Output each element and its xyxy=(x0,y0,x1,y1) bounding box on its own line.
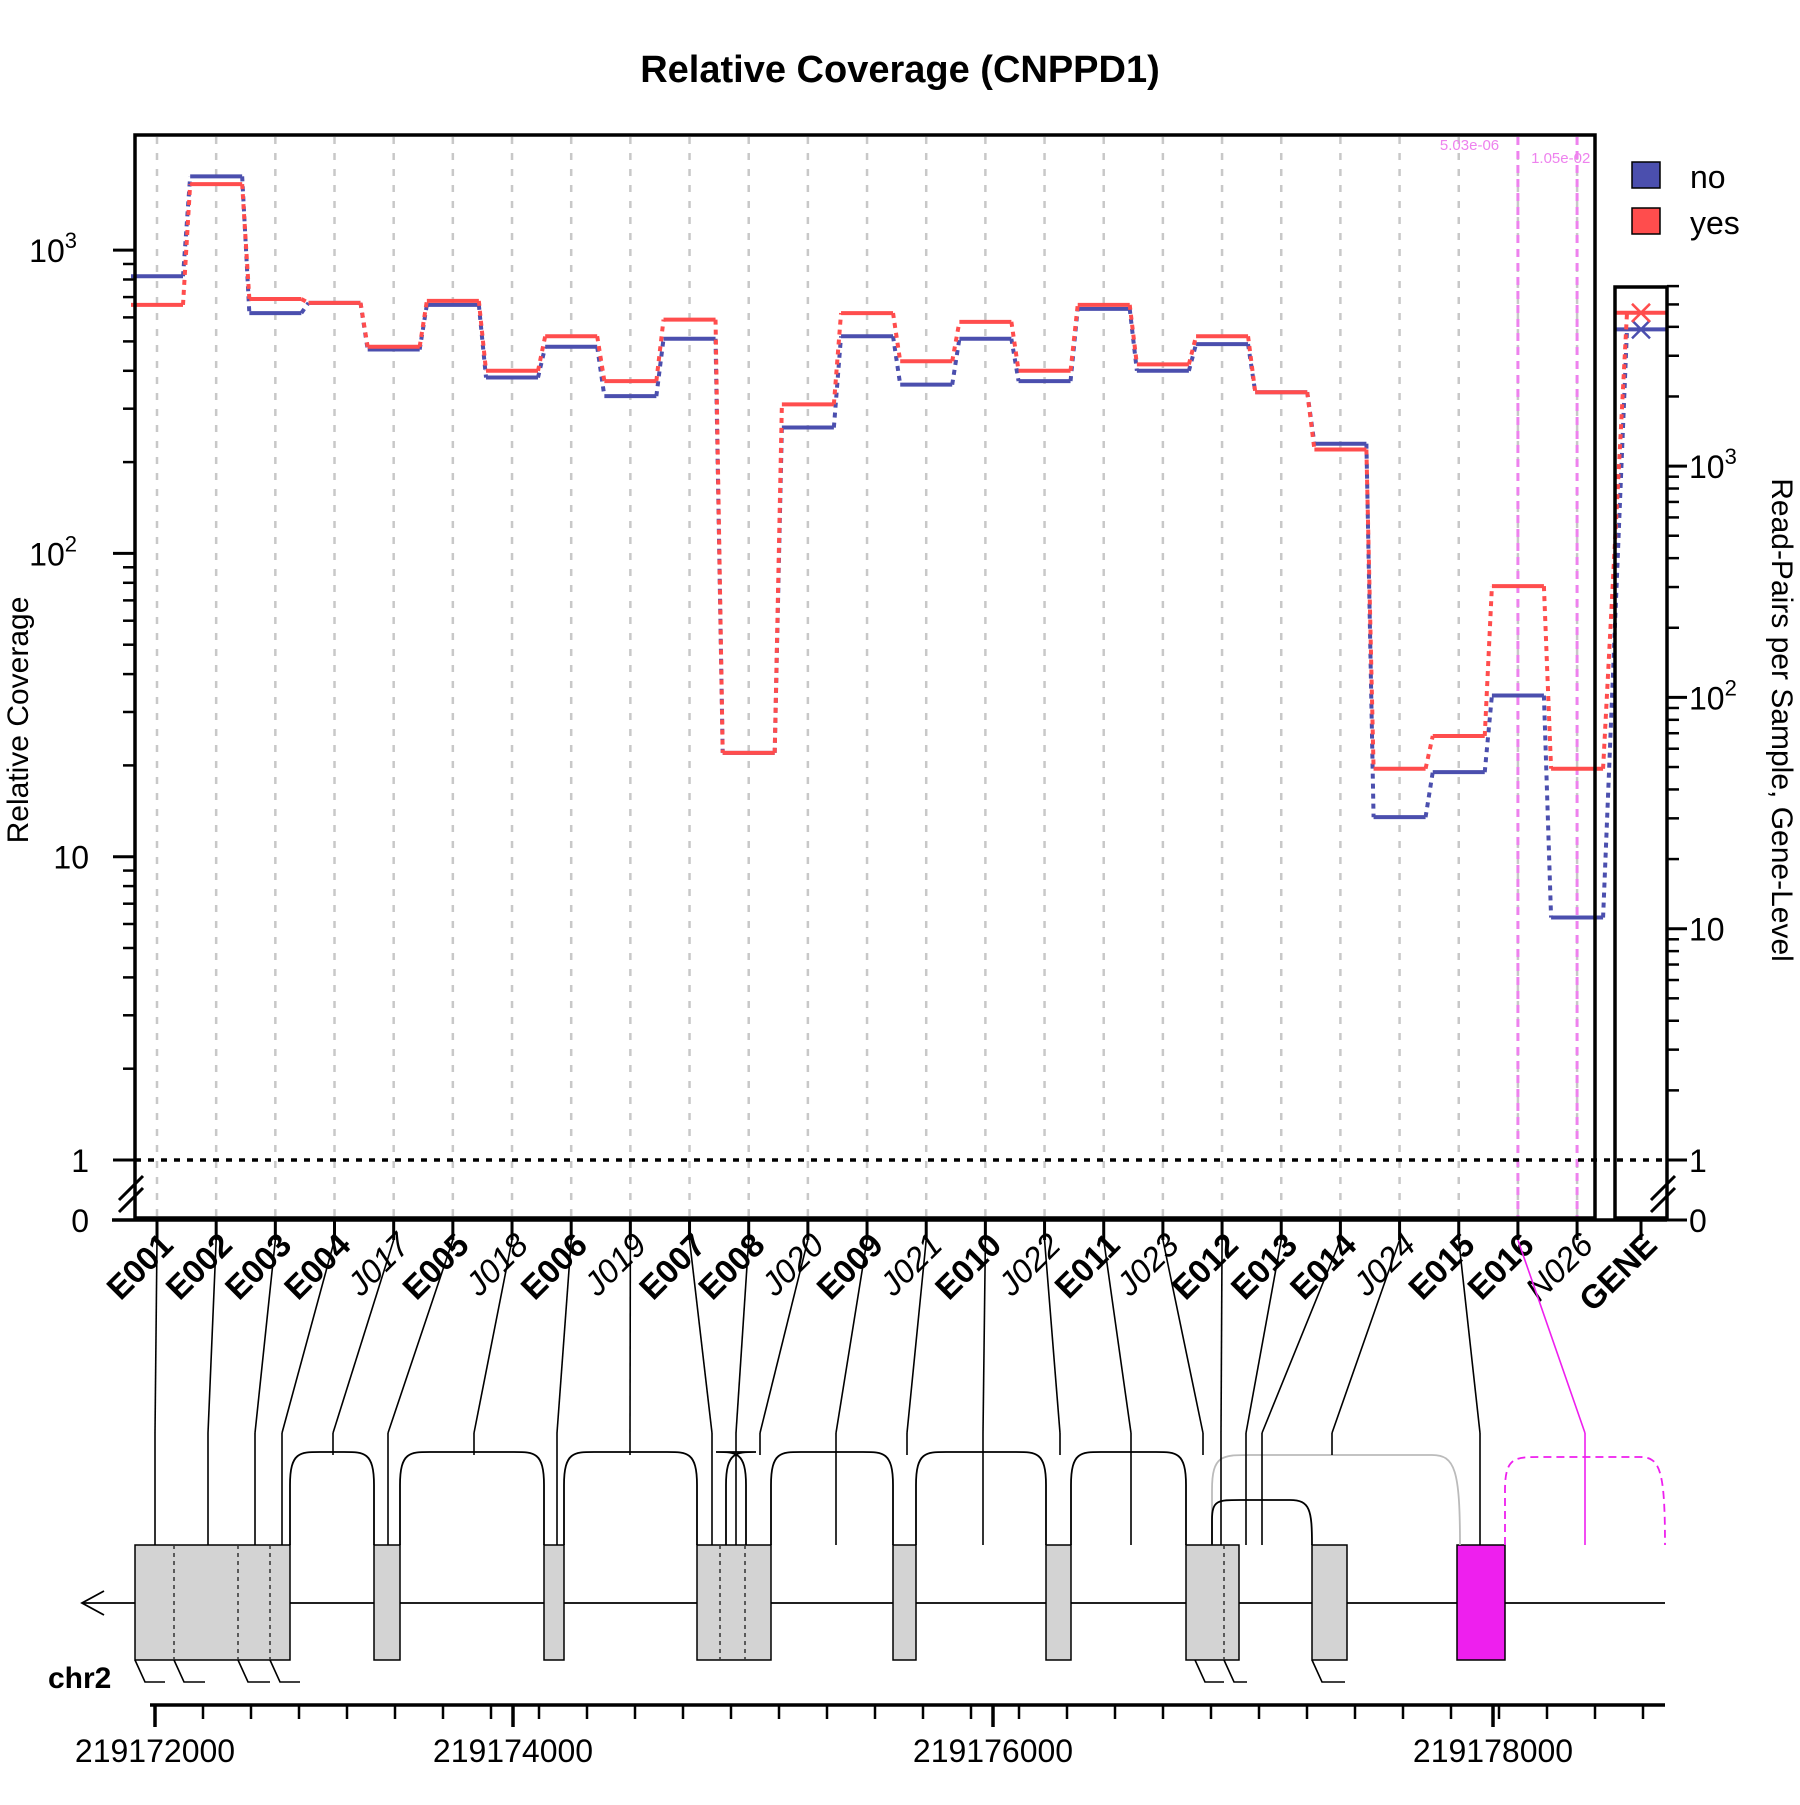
exon-end-marker xyxy=(1224,1660,1247,1682)
exon-block xyxy=(893,1545,916,1660)
feature-label-layer: E001E002E003E004J017E005J018E006J019E007… xyxy=(99,1225,1664,1318)
series-layer xyxy=(131,176,1667,917)
junction-arc xyxy=(1071,1452,1186,1545)
plot-frame xyxy=(135,135,1595,1218)
legend-swatch-no xyxy=(1632,162,1660,188)
junction-arc xyxy=(916,1452,1046,1545)
series-connector-no xyxy=(1426,772,1433,817)
legend-swatch-yes xyxy=(1632,208,1660,234)
y2-tick-label: 10 xyxy=(1689,912,1725,948)
exon-block xyxy=(1046,1545,1071,1660)
feature-label: E006 xyxy=(513,1226,594,1307)
legend-label-yes: yes xyxy=(1690,205,1740,241)
series-connector-no xyxy=(952,339,959,385)
feature-label: J021 xyxy=(872,1226,949,1303)
y2-tick-label: 102 xyxy=(1689,675,1737,716)
y2-tick-exponent: 2 xyxy=(1725,675,1737,700)
feature-label: E001 xyxy=(99,1226,180,1307)
junction-arc xyxy=(771,1452,893,1545)
feature-label: E007 xyxy=(632,1226,713,1307)
y-tick-label: 10 xyxy=(53,840,89,876)
exon-block-highlight xyxy=(1457,1545,1505,1660)
y-tick-label: 1 xyxy=(71,1143,89,1179)
feature-label: E010 xyxy=(928,1226,1009,1307)
exon-end-marker xyxy=(1195,1660,1224,1682)
feature-label: E011 xyxy=(1047,1226,1126,1305)
gene-model-layer: 219172000 219174000 219176000 219178000 xyxy=(75,1240,1665,1769)
y2-tick-label: 103 xyxy=(1689,444,1737,485)
genome-tick-label: 219172000 xyxy=(75,1733,235,1769)
significance-pvalue: 1.05e-02 xyxy=(1531,150,1590,167)
junction-arc xyxy=(290,1452,374,1545)
chart-title: Relative Coverage (CNPPD1) xyxy=(640,49,1160,91)
feature-label: J019 xyxy=(576,1226,653,1303)
chromosome-label: chr2 xyxy=(48,1662,111,1695)
feature-label: E013 xyxy=(1224,1226,1305,1307)
exon-end-marker xyxy=(1312,1660,1345,1682)
series-connector-yes xyxy=(361,303,368,347)
exon-block xyxy=(544,1545,564,1660)
series-connector-no xyxy=(301,303,308,313)
exon-block xyxy=(1186,1545,1239,1660)
y2-tick-label: 1 xyxy=(1689,1143,1707,1179)
feature-label: E008 xyxy=(691,1226,772,1307)
feature-label: E004 xyxy=(277,1225,358,1306)
feature-label: E009 xyxy=(809,1226,890,1307)
feature-connector xyxy=(1221,1240,1222,1433)
y-tick-label: 103 xyxy=(29,228,77,269)
exon-end-marker xyxy=(238,1660,270,1682)
y-tick-label: 0 xyxy=(71,1203,89,1239)
exon-block xyxy=(697,1545,771,1660)
feature-label: E003 xyxy=(218,1226,299,1307)
series-connector-yes xyxy=(775,404,782,752)
exon-end-marker xyxy=(270,1660,300,1682)
feature-label: J022 xyxy=(990,1226,1067,1303)
feature-label: E014 xyxy=(1283,1225,1364,1306)
y2-tick-exponent: 3 xyxy=(1725,444,1737,469)
genome-tick-label: 219178000 xyxy=(1413,1733,1573,1769)
feature-label: J024 xyxy=(1345,1226,1422,1303)
feature-label: E005 xyxy=(395,1226,476,1307)
legend-label-no: no xyxy=(1690,159,1726,195)
series-connector-no xyxy=(1189,344,1196,371)
y-tick-label: 102 xyxy=(29,531,77,572)
y-axis-label: Relative Coverage xyxy=(2,597,35,844)
genome-tick-label: 219176000 xyxy=(913,1733,1073,1769)
grid-layer: 5.03e-06 1.05e-02 xyxy=(157,137,1590,1218)
legend: no yes xyxy=(1632,159,1740,241)
y-tick-exponent: 3 xyxy=(65,228,77,253)
series-connector-no xyxy=(538,347,545,378)
genome-tick-label: 219174000 xyxy=(433,1733,593,1769)
junction-arc xyxy=(564,1452,697,1545)
exon-end-marker xyxy=(174,1660,205,1682)
y2-axis-label: Read-Pairs per Sample, Gene-Level xyxy=(1765,478,1798,962)
feature-label: E002 xyxy=(158,1226,239,1307)
series-connector-yes xyxy=(716,320,723,753)
series-connector-yes xyxy=(1307,392,1314,449)
series-connector-yes xyxy=(1544,586,1551,769)
feature-label: E015 xyxy=(1401,1226,1482,1307)
y2-tick-label: 0 xyxy=(1689,1203,1707,1239)
exon-block xyxy=(135,1545,290,1660)
exon-block xyxy=(1312,1545,1347,1660)
exon-end-marker xyxy=(135,1660,165,1682)
feature-label: E016 xyxy=(1460,1226,1541,1307)
significance-pvalue: 5.03e-06 xyxy=(1440,137,1499,154)
y2-axis-break xyxy=(1651,1176,1675,1212)
series-connector-yes xyxy=(834,313,841,404)
series-connector-yes xyxy=(1426,736,1433,769)
y-axis-break xyxy=(119,1176,143,1212)
y-tick-exponent: 2 xyxy=(65,531,77,556)
junction-arc xyxy=(400,1452,544,1545)
series-connector-no xyxy=(597,347,604,396)
exon-block xyxy=(374,1545,400,1660)
feature-label: E012 xyxy=(1164,1226,1245,1307)
series-connector-yes xyxy=(1485,586,1492,736)
